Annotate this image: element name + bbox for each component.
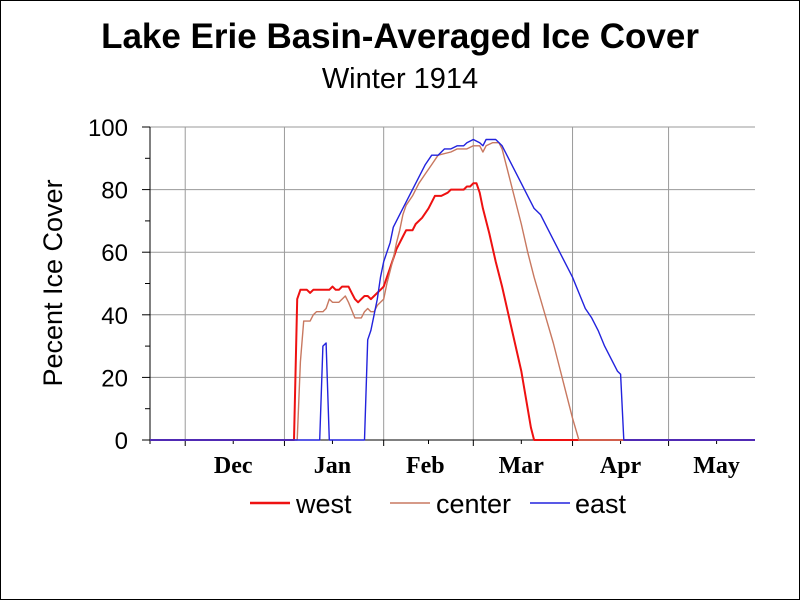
legend-label-west: west	[295, 489, 352, 519]
chart-subtitle: Winter 1914	[322, 63, 478, 95]
x-tick-label: Jan	[314, 453, 351, 479]
x-tick-label: Apr	[600, 453, 642, 479]
x-tick-label: Mar	[499, 453, 545, 479]
series-lines	[150, 138, 755, 441]
y-tick-label: 40	[101, 303, 128, 330]
series-line-west	[150, 182, 755, 441]
y-tick-label: 20	[101, 365, 128, 392]
y-tick-label: 80	[101, 178, 128, 205]
legend-label-east: east	[575, 489, 627, 519]
series-line-center	[150, 142, 755, 441]
y-tick-label: 100	[88, 115, 128, 142]
legend-label-center: center	[436, 489, 511, 519]
y-tick-label: 60	[101, 240, 128, 267]
chart-title: Lake Erie Basin-Averaged Ice Cover	[101, 17, 699, 56]
grid	[150, 126, 755, 440]
x-tick-label: May	[693, 453, 740, 479]
y-tick-label: 0	[115, 428, 128, 455]
axes	[142, 126, 755, 446]
legend: west center east	[250, 489, 627, 519]
x-tick-label: Feb	[406, 453, 445, 479]
tick-labels: 0 20 40 60 80 100 Dec Jan Feb Mar Apr May	[88, 115, 740, 479]
series-line-east	[150, 138, 755, 441]
y-axis-label: Pecent Ice Cover	[38, 179, 68, 386]
x-tick-label: Dec	[214, 453, 253, 479]
